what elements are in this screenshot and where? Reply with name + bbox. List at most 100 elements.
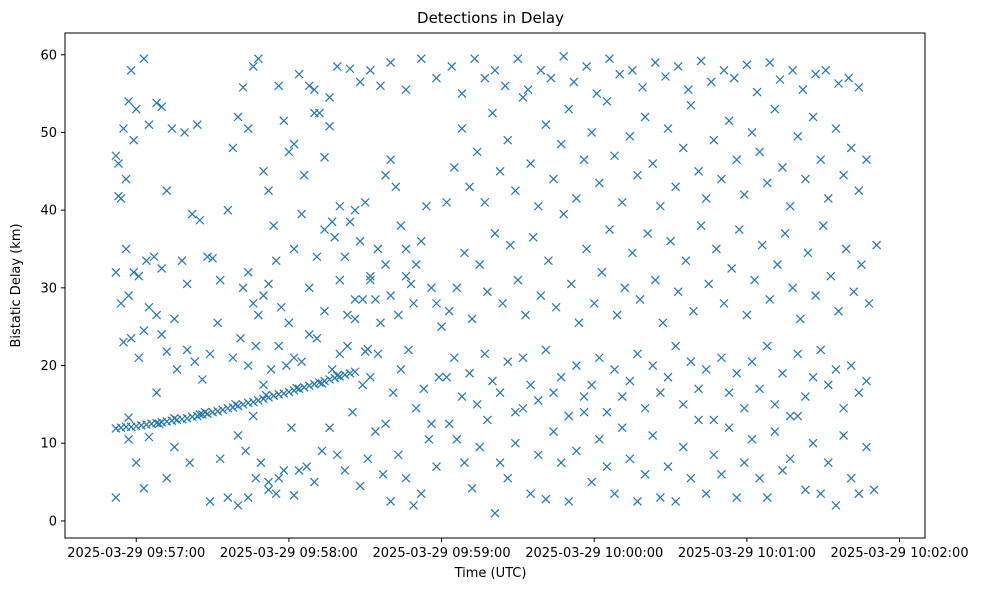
data-point-marker xyxy=(309,85,319,95)
data-point-marker xyxy=(549,388,558,398)
data-point-marker xyxy=(264,477,273,487)
data-point-marker xyxy=(757,240,767,250)
data-point-marker xyxy=(345,64,355,74)
data-point-marker xyxy=(505,240,515,250)
data-point-marker xyxy=(177,256,187,266)
data-point-marker xyxy=(816,345,826,355)
data-point-marker xyxy=(854,388,864,398)
data-point-marker xyxy=(274,473,284,483)
data-point-marker xyxy=(780,229,790,238)
points-layer xyxy=(111,51,882,518)
data-point-marker xyxy=(243,493,253,503)
data-point-marker xyxy=(261,390,271,400)
data-point-marker xyxy=(839,431,849,440)
data-point-marker xyxy=(480,73,490,83)
y-tick-label: 0 xyxy=(49,514,57,529)
data-point-marker xyxy=(823,194,833,203)
data-point-marker xyxy=(648,159,658,168)
data-point-marker xyxy=(327,364,337,374)
data-point-marker xyxy=(495,388,505,398)
data-point-marker xyxy=(231,399,240,409)
data-point-marker xyxy=(521,310,530,320)
data-point-marker xyxy=(800,174,810,184)
data-point-marker xyxy=(620,283,630,293)
data-point-marker xyxy=(640,469,650,479)
data-point-marker xyxy=(182,345,192,355)
data-point-marker xyxy=(192,411,202,421)
data-point-marker xyxy=(149,252,159,262)
data-point-marker xyxy=(546,73,556,83)
data-point-marker xyxy=(144,432,154,442)
data-point-marker xyxy=(411,403,421,413)
data-point-marker xyxy=(549,427,558,436)
data-point-marker xyxy=(661,72,670,81)
data-point-marker xyxy=(350,295,360,304)
data-point-marker xyxy=(299,382,309,392)
data-point-marker xyxy=(610,489,620,499)
data-point-marker xyxy=(536,291,546,301)
data-point-marker xyxy=(490,229,500,238)
data-point-marker xyxy=(717,174,726,184)
data-point-marker xyxy=(818,221,828,231)
data-point-marker xyxy=(544,256,553,266)
data-point-marker xyxy=(457,392,467,402)
data-point-marker xyxy=(513,275,523,285)
y-tick-label: 40 xyxy=(40,204,57,219)
data-point-marker xyxy=(571,446,581,456)
data-point-marker xyxy=(798,85,808,95)
data-point-marker xyxy=(841,244,851,254)
data-point-marker xyxy=(213,406,223,416)
data-point-marker xyxy=(452,434,462,444)
data-point-marker xyxy=(325,93,335,102)
data-point-marker xyxy=(541,345,551,355)
data-point-marker xyxy=(579,392,589,402)
data-point-marker xyxy=(297,209,307,219)
data-point-marker xyxy=(192,120,202,130)
data-point-marker xyxy=(259,291,268,301)
data-point-marker xyxy=(803,248,813,258)
data-point-marker xyxy=(846,361,856,370)
data-point-marker xyxy=(574,318,584,328)
data-point-marker xyxy=(317,378,327,388)
data-point-marker xyxy=(821,65,831,75)
data-point-marker xyxy=(694,415,703,425)
data-point-marker xyxy=(678,442,688,452)
data-point-marker xyxy=(444,306,454,316)
data-point-marker xyxy=(332,61,342,71)
data-point-marker xyxy=(734,225,744,234)
data-point-marker xyxy=(755,147,765,157)
data-point-marker xyxy=(243,361,253,370)
data-point-marker xyxy=(808,438,818,448)
data-point-marker xyxy=(409,500,419,510)
data-point-marker xyxy=(793,131,803,141)
data-point-marker xyxy=(396,221,406,231)
data-point-marker xyxy=(276,302,286,312)
data-point-marker xyxy=(831,124,841,133)
data-point-marker xyxy=(747,434,757,444)
data-point-marker xyxy=(360,197,370,207)
data-point-marker xyxy=(472,399,482,409)
data-point-marker xyxy=(411,260,421,269)
data-point-marker xyxy=(284,147,294,157)
x-tick-label: 2025-03-29 09:57:00 xyxy=(67,546,205,561)
data-point-marker xyxy=(856,260,866,269)
data-point-marker xyxy=(704,279,714,289)
data-point-marker xyxy=(376,81,385,91)
data-point-marker xyxy=(228,353,238,363)
data-point-marker xyxy=(264,279,273,289)
data-point-marker xyxy=(480,197,490,207)
data-point-marker xyxy=(195,410,205,419)
data-point-marker xyxy=(271,489,281,499)
data-point-marker xyxy=(157,263,167,273)
data-point-marker xyxy=(470,54,480,64)
data-point-marker xyxy=(729,73,739,83)
data-point-marker xyxy=(625,376,635,386)
data-point-marker xyxy=(752,87,762,97)
data-point-marker xyxy=(839,170,849,180)
data-point-marker xyxy=(370,295,380,304)
data-point-marker xyxy=(658,318,668,328)
data-point-marker xyxy=(287,423,296,433)
data-point-marker xyxy=(114,191,123,201)
data-point-marker xyxy=(187,209,197,219)
data-point-marker xyxy=(518,353,528,363)
